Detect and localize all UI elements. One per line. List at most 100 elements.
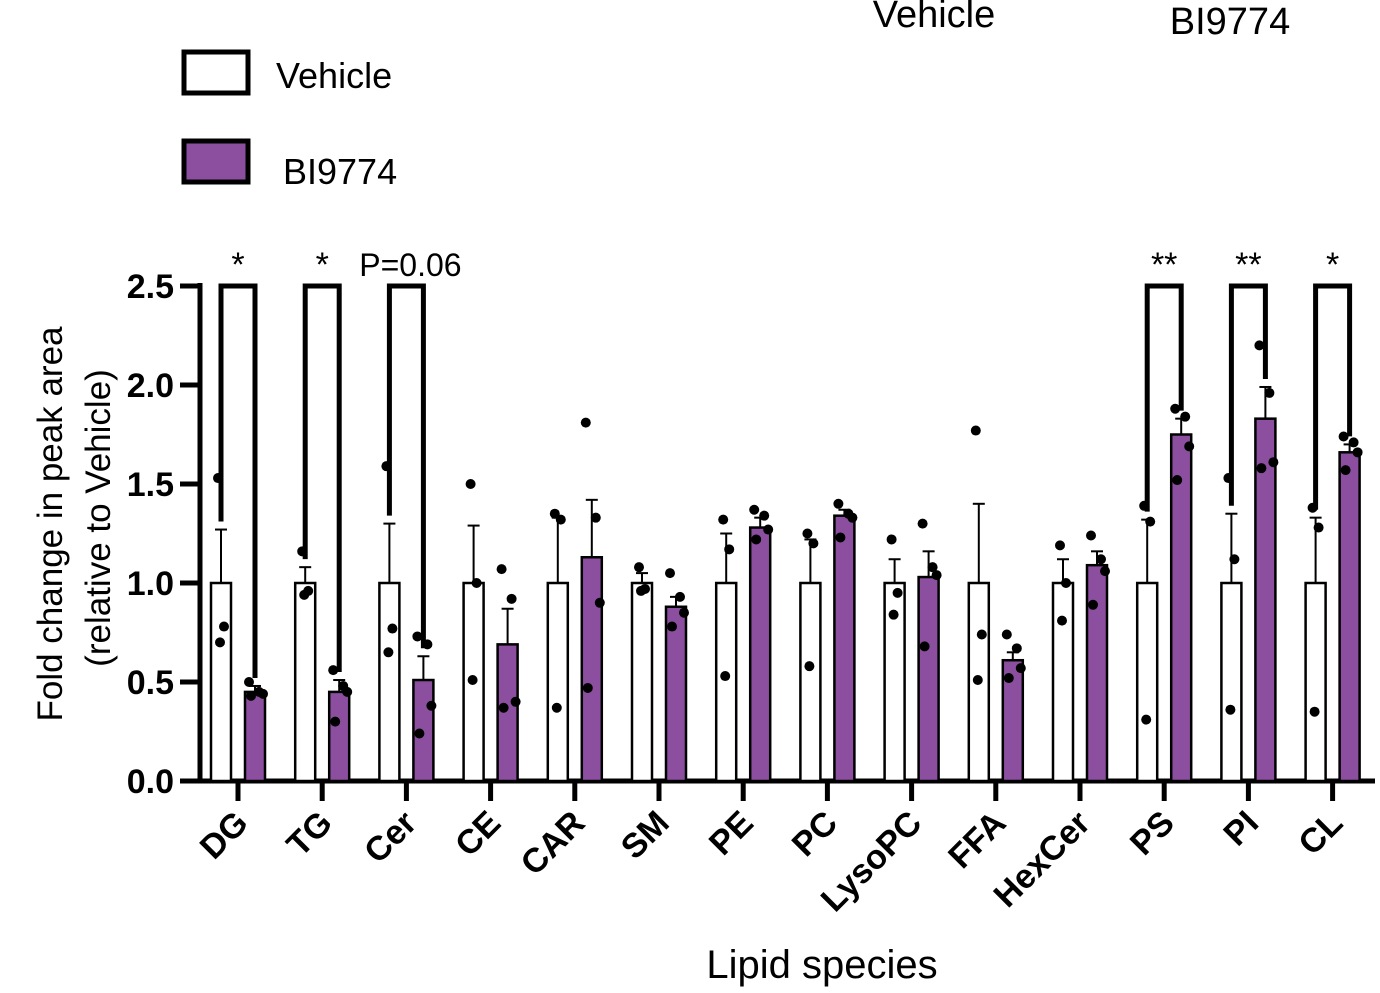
header-group1-label: Vehicle <box>873 0 996 36</box>
x-tick-label: FFA <box>941 804 1013 876</box>
x-axis-label: Lipid species <box>706 943 937 987</box>
data-point-vehicle <box>387 623 398 634</box>
data-point-vehicle <box>804 661 815 672</box>
data-point-vehicle <box>219 621 229 632</box>
data-point-vehicle <box>215 637 225 648</box>
data-point-vehicle <box>802 528 813 539</box>
data-point-bi9774 <box>759 510 770 521</box>
data-point-vehicle <box>972 675 983 686</box>
bar-bi9774 <box>1254 417 1277 783</box>
bar-vehicle <box>1051 581 1075 783</box>
significance-bracket <box>1313 283 1353 510</box>
data-point-bi9774 <box>510 696 521 707</box>
bar-bi9774 <box>833 514 856 783</box>
bar-vehicle <box>1135 581 1159 783</box>
bar-bi9774 <box>327 690 351 783</box>
data-point-vehicle <box>724 544 735 555</box>
x-tick-label: PI <box>1216 804 1266 854</box>
data-point-bi9774 <box>244 677 254 687</box>
significance-bracket <box>1144 283 1184 512</box>
significance-label: ** <box>1151 246 1177 284</box>
bar-vehicle <box>630 581 654 783</box>
data-point-bi9774 <box>330 716 341 727</box>
data-point-bi9774 <box>667 621 677 632</box>
data-point-vehicle <box>636 585 646 596</box>
significance-label: * <box>316 246 329 284</box>
data-point-vehicle <box>1145 516 1156 527</box>
data-point-bi9774 <box>931 570 942 581</box>
bar-bi9774 <box>748 526 772 783</box>
data-point-bi9774 <box>498 702 509 713</box>
data-point-bi9774 <box>258 688 268 699</box>
legend-label-bi9774: BI9774 <box>283 151 397 192</box>
x-tick-label: PC <box>785 804 845 864</box>
data-point-vehicle <box>465 479 476 489</box>
data-point-bi9774 <box>1015 663 1026 674</box>
data-point-vehicle <box>383 647 394 658</box>
bar-bi9774 <box>1085 563 1109 783</box>
x-tick-label: Cer <box>357 804 424 871</box>
data-point-bi9774 <box>506 593 517 604</box>
data-point-bi9774 <box>835 532 846 543</box>
data-point-bi9774 <box>1338 431 1349 442</box>
data-point-vehicle <box>1309 706 1320 717</box>
data-point-bi9774 <box>1100 566 1110 577</box>
data-point-bi9774 <box>1264 387 1275 398</box>
significance-bracket <box>1228 283 1268 506</box>
data-point-vehicle <box>299 589 310 600</box>
x-tick-label: DG <box>193 804 256 867</box>
group-header: Vehicle BI9774 <box>873 0 1291 43</box>
data-point-bi9774 <box>1268 457 1279 468</box>
plot-area: 0.00.51.01.52.02.5DG TG Cer CE CAR SM PE PCLyso… <box>127 246 1375 919</box>
data-point-bi9774 <box>1172 475 1183 486</box>
x-tick-label: PS <box>1123 804 1182 863</box>
bar-bi9774 <box>243 690 267 783</box>
data-point-vehicle <box>1313 522 1324 533</box>
data-point-vehicle <box>634 562 644 573</box>
data-point-bi9774 <box>751 534 762 545</box>
data-point-bi9774 <box>328 665 339 676</box>
data-point-vehicle <box>720 671 731 682</box>
bar-bi9774 <box>580 556 604 783</box>
data-point-bi9774 <box>749 504 760 515</box>
data-point-bi9774 <box>919 641 930 652</box>
data-point-bi9774 <box>1254 340 1265 351</box>
data-point-bi9774 <box>1170 403 1181 414</box>
data-point-vehicle <box>551 702 562 713</box>
data-point-bi9774 <box>927 562 938 573</box>
bar-bi9774 <box>1169 433 1193 783</box>
data-point-bi9774 <box>594 597 605 608</box>
y-axis-title: Fold change in peak area (relative to Ve… <box>31 326 118 722</box>
bar-vehicle <box>293 581 317 783</box>
data-point-bi9774 <box>1011 643 1022 654</box>
data-point-bi9774 <box>847 512 858 523</box>
data-point-bi9774 <box>1088 599 1098 610</box>
data-point-bi9774 <box>833 498 844 509</box>
data-point-bi9774 <box>679 607 689 618</box>
bar-vehicle <box>1220 581 1243 783</box>
data-point-bi9774 <box>342 686 353 697</box>
data-point-bi9774 <box>1352 447 1363 458</box>
data-point-vehicle <box>1061 578 1071 588</box>
bar-bi9774 <box>664 605 688 783</box>
header-group2-label: BI9774 <box>1170 1 1290 43</box>
data-point-vehicle <box>888 609 899 620</box>
data-point-bi9774 <box>426 700 437 711</box>
data-point-vehicle <box>1141 714 1152 725</box>
data-point-bi9774 <box>1340 465 1351 476</box>
data-point-vehicle <box>1229 554 1240 565</box>
data-point-bi9774 <box>763 524 774 535</box>
data-point-bi9774 <box>580 417 591 428</box>
data-point-bi9774 <box>414 728 425 739</box>
data-point-bi9774 <box>590 512 601 523</box>
data-point-bi9774 <box>246 690 256 701</box>
significance-label: P=0.06 <box>359 247 461 283</box>
y-tick-label: 0.5 <box>127 664 174 702</box>
data-point-bi9774 <box>665 568 675 579</box>
x-tick-label: CE <box>448 804 508 864</box>
bar-bi9774 <box>917 575 940 783</box>
data-point-vehicle <box>467 675 478 686</box>
y-axis-label: Fold change in peak area <box>31 326 70 722</box>
legend-swatch-vehicle <box>181 49 251 96</box>
